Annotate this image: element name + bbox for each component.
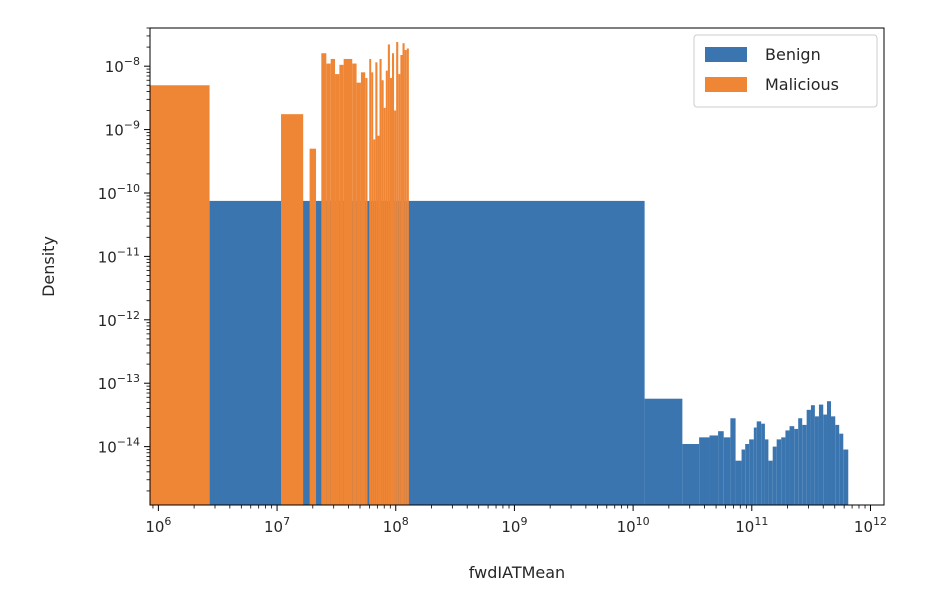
malicious-bar-6 — [335, 74, 340, 505]
malicious-bar-30 — [402, 43, 405, 506]
malicious-bar-17 — [375, 62, 378, 505]
benign-bar-3 — [699, 437, 710, 505]
x-tick-label: 107 — [264, 515, 290, 536]
legend-label-malicious: Malicious — [765, 75, 839, 94]
y-tick-label: 10−8 — [105, 55, 140, 76]
malicious-bar-23 — [387, 44, 390, 506]
benign-bar-34 — [843, 449, 849, 505]
y-tick-label: 10−9 — [105, 119, 140, 140]
benign-bar-17 — [772, 446, 777, 505]
malicious-bar-25 — [392, 53, 395, 505]
malicious-bar-26 — [394, 110, 397, 506]
legend-swatch-malicious — [705, 77, 747, 92]
benign-bar-29 — [823, 414, 827, 505]
x-tick-label: 1011 — [735, 515, 768, 536]
malicious-bar-15 — [371, 72, 374, 505]
benign-bar-1 — [644, 398, 683, 505]
malicious-bar-13 — [365, 78, 368, 505]
malicious-bar-21 — [383, 107, 386, 506]
benign-bar-13 — [756, 421, 762, 505]
x-axis-label: fwdIATMean — [469, 563, 565, 582]
malicious-bar-16 — [373, 139, 376, 505]
series-malicious — [150, 42, 409, 506]
malicious-bar-2 — [309, 148, 317, 506]
benign-bar-5 — [718, 431, 724, 505]
x-tick-label: 108 — [383, 515, 409, 536]
y-tick-label: 10−10 — [98, 182, 140, 203]
y-tick-label: 10−14 — [98, 436, 140, 457]
malicious-bar-22 — [385, 70, 388, 506]
legend-label-benign: Benign — [765, 45, 821, 64]
benign-bar-11 — [749, 439, 754, 505]
malicious-bar-29 — [400, 55, 403, 505]
malicious-bar-24 — [389, 78, 392, 505]
benign-bar-21 — [789, 426, 795, 505]
y-tick-label: 10−13 — [98, 372, 140, 393]
benign-bar-14 — [761, 423, 765, 505]
malicious-bar-12 — [360, 72, 366, 505]
malicious-bar-27 — [396, 42, 399, 505]
benign-bar-32 — [835, 424, 840, 505]
y-tick-label: 10−11 — [98, 245, 140, 266]
x-tick-label: 1012 — [854, 515, 887, 536]
x-tick-label: 1010 — [617, 515, 650, 536]
plot-area — [150, 42, 849, 506]
benign-bar-25 — [806, 409, 811, 505]
benign-bar-6 — [723, 437, 731, 505]
benign-bar-10 — [745, 443, 750, 505]
malicious-bar-19 — [379, 58, 382, 505]
malicious-bar-1 — [281, 114, 304, 506]
benign-bar-33 — [839, 433, 844, 505]
malicious-bar-4 — [326, 63, 331, 506]
benign-bar-19 — [781, 437, 786, 505]
legend: Benign Malicious — [693, 34, 878, 108]
malicious-bar-10 — [352, 63, 357, 506]
benign-bar-12 — [753, 427, 757, 505]
malicious-bar-11 — [356, 82, 361, 505]
malicious-bar-0 — [150, 85, 210, 505]
benign-bar-24 — [802, 424, 807, 505]
malicious-bar-32 — [406, 48, 409, 505]
benign-bar-9 — [741, 449, 746, 505]
malicious-bar-8 — [343, 58, 348, 505]
benign-bar-27 — [814, 416, 819, 505]
benign-bar-26 — [810, 405, 815, 505]
benign-bar-20 — [785, 430, 790, 505]
malicious-bar-18 — [377, 135, 380, 506]
malicious-bar-3 — [321, 53, 327, 505]
legend-swatch-benign — [705, 47, 747, 62]
benign-bar-4 — [709, 435, 719, 505]
benign-bar-18 — [776, 439, 782, 505]
benign-bar-22 — [794, 428, 799, 505]
benign-bar-7 — [730, 418, 736, 505]
malicious-bar-5 — [330, 58, 336, 505]
benign-bar-8 — [735, 460, 742, 505]
malicious-bar-9 — [348, 58, 353, 505]
malicious-bar-14 — [369, 58, 372, 505]
y-tick-label: 10−12 — [98, 309, 140, 330]
benign-bar-30 — [826, 401, 832, 505]
malicious-bar-20 — [381, 80, 384, 506]
y-axis-label: Density — [39, 236, 58, 297]
benign-bar-23 — [798, 418, 803, 505]
benign-bar-15 — [764, 439, 769, 505]
axis-ticks: 106 107 108 109 1010 1011 1012 10−14 10−13 10−12 1… — [98, 27, 887, 536]
benign-bar-16 — [768, 460, 773, 505]
malicious-bar-28 — [398, 74, 401, 505]
malicious-bar-31 — [404, 49, 407, 506]
benign-bar-0 — [209, 200, 645, 505]
x-tick-label: 109 — [501, 515, 527, 536]
x-tick-label: 106 — [145, 515, 171, 536]
benign-bar-2 — [682, 443, 700, 505]
benign-bar-28 — [818, 404, 824, 505]
benign-bar-31 — [831, 416, 836, 505]
malicious-bar-7 — [339, 64, 344, 505]
